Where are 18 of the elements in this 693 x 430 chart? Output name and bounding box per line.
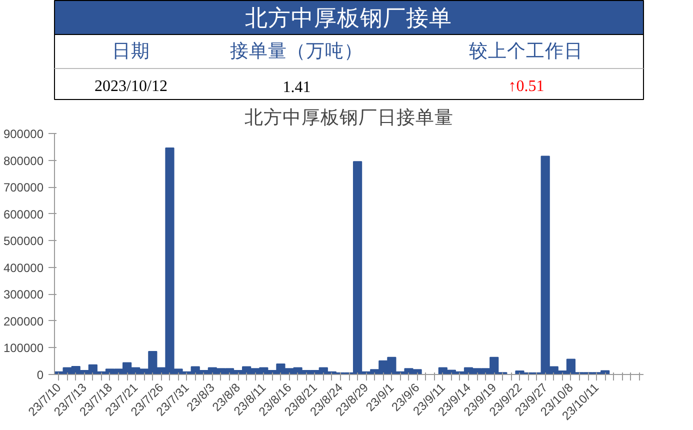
y-tick-label: 800000 — [3, 154, 44, 168]
y-tick-label: 900000 — [3, 127, 44, 141]
text: 北方中厚板钢厂接单 — [245, 6, 452, 32]
y-tick-label: 600000 — [3, 207, 44, 222]
text: 2023/10/12 — [94, 78, 168, 95]
y-tick-label: 500000 — [3, 234, 44, 248]
y-tick-label: 700000 — [3, 180, 44, 195]
text: ↑0.51 — [508, 78, 544, 95]
y-tick-label: 100000 — [3, 341, 44, 356]
text: 1.41 — [282, 79, 311, 96]
text: 日期 — [112, 41, 150, 62]
y-tick-label: 300000 — [3, 288, 44, 302]
text: 较上个工作日 — [469, 41, 584, 62]
y-tick-label: 0 — [36, 368, 44, 382]
y-tick-label: 200000 — [3, 314, 44, 328]
y-tick-label: 400000 — [3, 260, 44, 275]
text: 接单量（万吨） — [230, 41, 364, 62]
chart-title: 北方中厚板钢厂日接单量 — [244, 106, 454, 128]
